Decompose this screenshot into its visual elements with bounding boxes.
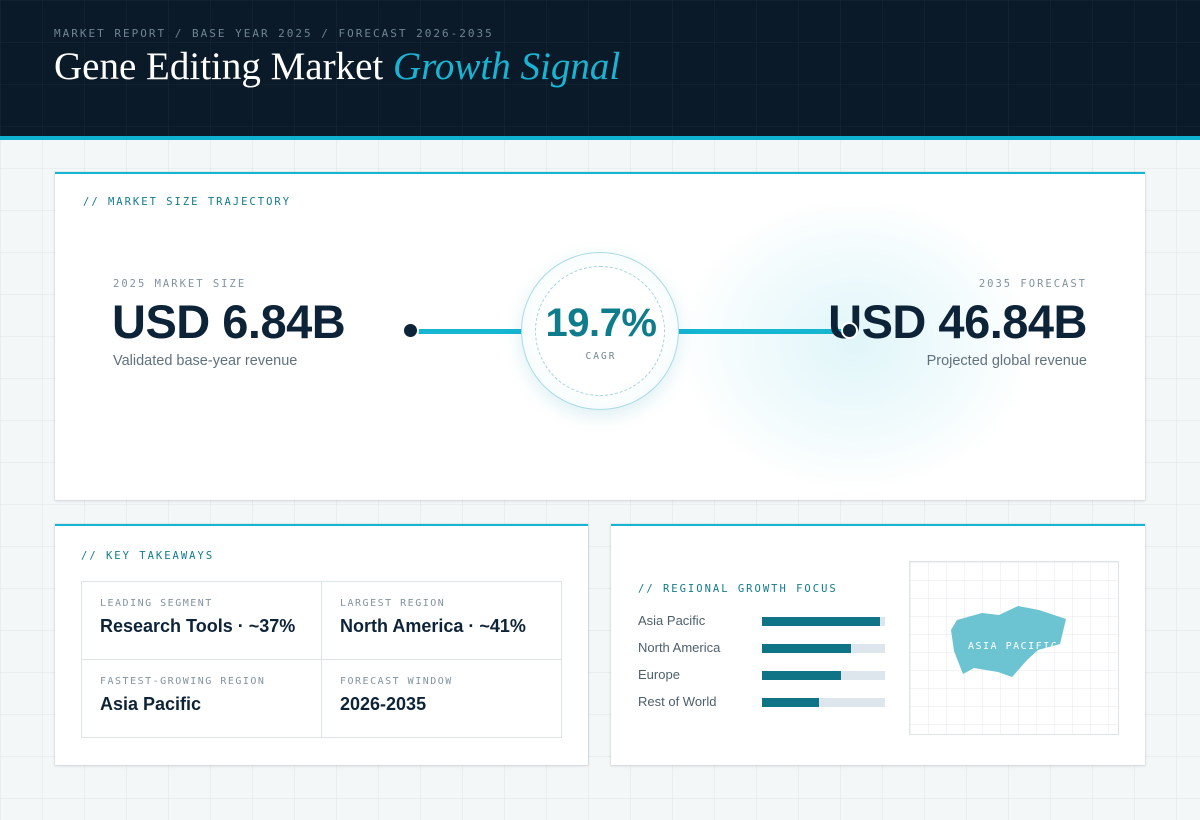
takeaway-value: Research Tools · ~37% bbox=[100, 616, 296, 636]
asia-pacific-shape bbox=[951, 606, 1066, 677]
breadcrumb: MARKET REPORT / BASE YEAR 2025 / FORECAS… bbox=[54, 27, 494, 40]
region-bar-row: Rest of World bbox=[638, 694, 888, 710]
takeaway-key: LEADING SEGMENT bbox=[100, 598, 213, 609]
start-dot bbox=[402, 322, 419, 339]
takeaway-fastest-region: FASTEST-GROWING REGION Asia Pacific bbox=[82, 660, 322, 738]
glow-decoration bbox=[675, 194, 1035, 494]
cagr-label: CAGR bbox=[585, 351, 617, 362]
regional-growth-card: // REGIONAL GROWTH FOCUS Asia Pacific No… bbox=[611, 524, 1145, 765]
region-map: ASIA PACIFIC bbox=[909, 561, 1119, 735]
forecast-kicker: 2035 FORECAST bbox=[978, 278, 1087, 290]
takeaway-value: Asia Pacific bbox=[100, 694, 202, 714]
takeaways-grid: LEADING SEGMENT Research Tools · ~37% LA… bbox=[81, 581, 562, 738]
region-name: Asia Pacific bbox=[638, 613, 706, 628]
region-bar-fill bbox=[762, 644, 851, 653]
region-bar-fill bbox=[762, 698, 819, 707]
report-header: MARKET REPORT / BASE YEAR 2025 / FORECAS… bbox=[0, 0, 1200, 140]
takeaway-key: FASTEST-GROWING REGION bbox=[100, 676, 266, 687]
region-bar-row: Asia Pacific bbox=[638, 613, 888, 629]
region-bar-track bbox=[762, 671, 885, 680]
cagr-badge: 19.7% CAGR bbox=[521, 252, 679, 410]
region-name: North America bbox=[638, 640, 721, 655]
takeaway-value: 2026-2035 bbox=[340, 694, 427, 714]
region-bar-track bbox=[762, 644, 885, 653]
region-bar-track bbox=[762, 617, 885, 626]
market-size-card: // MARKET SIZE TRAJECTORY 2025 MARKET SI… bbox=[55, 172, 1145, 500]
takeaway-forecast-window: FORECAST WINDOW 2026-2035 bbox=[322, 660, 562, 738]
card-label-regions: // REGIONAL GROWTH FOCUS bbox=[638, 583, 838, 595]
forecast-value: USD 46.84B bbox=[828, 295, 1087, 348]
region-bar-fill bbox=[762, 671, 841, 680]
region-name: Rest of World bbox=[638, 694, 717, 709]
takeaway-value: North America · ~41% bbox=[340, 616, 526, 636]
region-bar-track bbox=[762, 698, 885, 707]
forecast-caption: Projected global revenue bbox=[926, 353, 1087, 369]
title-main: Gene Editing Market bbox=[54, 45, 384, 88]
map-label: ASIA PACIFIC bbox=[968, 641, 1059, 652]
base-kicker: 2025 MARKET SIZE bbox=[113, 278, 247, 290]
page-title: Gene Editing Market Growth Signal bbox=[54, 44, 620, 89]
region-bar-row: North America bbox=[638, 640, 888, 656]
key-takeaways-card: // KEY TAKEAWAYS LEADING SEGMENT Researc… bbox=[55, 524, 588, 765]
takeaway-largest-region: LARGEST REGION North America · ~41% bbox=[322, 582, 562, 660]
takeaway-key: FORECAST WINDOW bbox=[340, 676, 453, 687]
cagr-value: 19.7% bbox=[545, 301, 657, 345]
region-bar-fill bbox=[762, 617, 881, 626]
card-label-takeaways: // KEY TAKEAWAYS bbox=[81, 550, 215, 562]
card-label-trajectory: // MARKET SIZE TRAJECTORY bbox=[83, 196, 292, 208]
base-caption: Validated base-year revenue bbox=[113, 353, 298, 369]
takeaway-leading-segment: LEADING SEGMENT Research Tools · ~37% bbox=[82, 582, 322, 660]
base-value: USD 6.84B bbox=[112, 295, 346, 348]
cagr-inner-ring: 19.7% CAGR bbox=[535, 266, 665, 396]
region-bar-row: Europe bbox=[638, 667, 888, 683]
title-accent: Growth Signal bbox=[392, 45, 621, 88]
takeaway-key: LARGEST REGION bbox=[340, 598, 446, 609]
end-dot bbox=[841, 322, 858, 339]
region-name: Europe bbox=[638, 667, 680, 682]
